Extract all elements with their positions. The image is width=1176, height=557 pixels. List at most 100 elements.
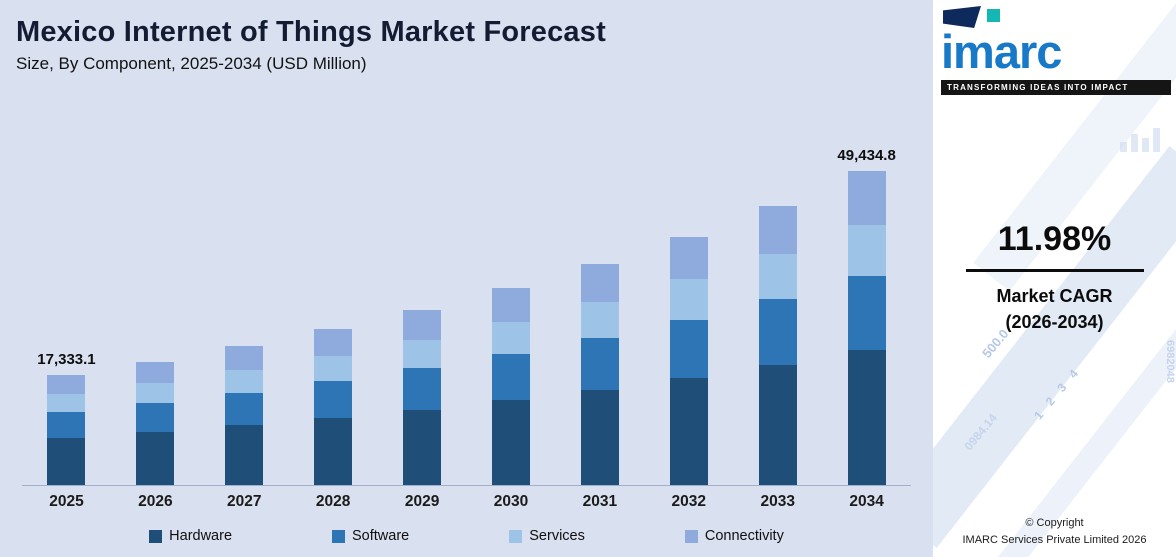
legend-label-services: Services (529, 528, 585, 544)
segment-services-2027 (225, 370, 264, 393)
legend-label-connectivity: Connectivity (704, 528, 784, 544)
stacked-bar-2029 (403, 309, 442, 485)
bar-group-2025: 17,333.1 (22, 156, 111, 485)
legend-item-hardware: Hardware (149, 528, 232, 544)
segment-hardware-2025 (47, 437, 86, 485)
segment-services-2034 (847, 225, 886, 277)
x-axis-labels: 2025 2026 2027 2028 2029 2030 2031 2032 2033 2034 (22, 493, 911, 511)
decorative-bar-chart-icon (1120, 128, 1160, 152)
decorative-band (933, 146, 1176, 548)
stacked-bar-2030 (491, 288, 530, 485)
bar-group-2029 (378, 156, 467, 485)
x-axis-label-2029: 2029 (404, 493, 440, 510)
segment-software-2030 (491, 354, 530, 401)
legend-swatch-services (509, 529, 523, 543)
bar-group-2028 (289, 156, 378, 485)
logo-teal-square-icon (987, 9, 1000, 22)
segment-services-2025 (47, 394, 86, 412)
cagr-block: 11.98% Market CAGR (2026-2034) (933, 220, 1176, 333)
stacked-bar-2031 (580, 263, 619, 485)
stacked-bar-2034 (847, 171, 886, 485)
legend-label-hardware: Hardware (169, 528, 233, 544)
segment-hardware-2030 (491, 400, 530, 485)
x-axis-label-2034: 2034 (849, 493, 884, 510)
segment-connectivity-2025 (47, 375, 86, 395)
segment-software-2031 (580, 337, 619, 390)
segment-connectivity-2029 (403, 309, 442, 340)
legend-item-connectivity: Connectivity (684, 528, 784, 544)
stacked-bar-2033 (758, 205, 797, 485)
legend-swatch-connectivity (684, 529, 698, 543)
cagr-label-line2: (2026-2034) (1005, 312, 1104, 332)
segment-services-2031 (580, 301, 619, 338)
stacked-bar-2032 (669, 236, 708, 485)
imarc-logo-mark-icon (941, 6, 1171, 30)
bar-value-label-2025: 17,333.1 (37, 351, 96, 369)
bar-group-2030 (467, 156, 556, 485)
x-axis-label-2025: 2025 (49, 493, 84, 510)
segment-hardware-2028 (314, 417, 353, 485)
copyright-line2: IMARC Services Private Limited 2026 (962, 533, 1147, 546)
cagr-divider (965, 269, 1144, 272)
segment-hardware-2033 (758, 364, 797, 485)
segment-services-2033 (758, 253, 797, 300)
bar-group-2027 (200, 156, 289, 485)
imarc-logo: imarc TRANSFORMING IDEAS INTO IMPACT (941, 6, 1171, 96)
segment-software-2033 (758, 299, 797, 365)
legend-swatch-software (332, 529, 346, 543)
cagr-label-line1: Market CAGR (996, 286, 1113, 306)
copyright: © Copyright IMARC Services Private Limit… (933, 515, 1176, 548)
x-axis-label-2033: 2033 (760, 493, 795, 510)
chart-title: Mexico Internet of Things Market Forecas… (16, 16, 606, 48)
x-axis-label-2032: 2032 (671, 493, 707, 510)
bar-group-2026 (111, 156, 200, 485)
segment-hardware-2026 (136, 431, 175, 485)
legend-item-software: Software (332, 528, 409, 544)
chart-subtitle: Size, By Component, 2025-2034 (USD Milli… (16, 54, 367, 73)
segment-software-2026 (136, 402, 175, 432)
segment-software-2029 (403, 368, 442, 410)
legend-item-services: Services (509, 528, 585, 544)
segment-connectivity-2027 (225, 346, 264, 371)
segment-connectivity-2031 (580, 263, 619, 302)
imarc-logo-text: imarc (941, 25, 1062, 78)
segment-connectivity-2033 (758, 205, 797, 254)
brand-sidebar: 500.0 1 2 3 4 6982048 0984.14 imarc TRAN… (933, 0, 1176, 557)
segment-software-2025 (47, 411, 86, 438)
segment-software-2032 (669, 319, 708, 379)
decorative-number: 6982048 (1164, 340, 1176, 383)
segment-software-2028 (314, 381, 353, 418)
decorative-number: 1 2 3 4 (1031, 363, 1084, 423)
chart-panel: Mexico Internet of Things Market Forecas… (0, 0, 933, 557)
bar-group-2033 (733, 156, 822, 485)
stacked-bar-2027 (225, 346, 264, 485)
legend-label-software: Software (352, 528, 410, 544)
segment-connectivity-2030 (491, 288, 530, 322)
cagr-value: 11.98% (997, 220, 1112, 258)
bar-group-2032 (644, 156, 733, 485)
segment-hardware-2029 (403, 409, 442, 485)
x-axis-label-2027: 2027 (227, 493, 262, 510)
legend-swatch-hardware (149, 529, 163, 543)
legend: Hardware Software Services Connectivity (0, 528, 933, 544)
segment-services-2026 (136, 382, 175, 403)
x-axis-label-2031: 2031 (582, 493, 618, 510)
segment-connectivity-2032 (669, 236, 708, 280)
stacked-bar-2026 (136, 361, 175, 485)
segment-software-2034 (847, 276, 886, 351)
segment-connectivity-2028 (314, 329, 353, 356)
imarc-tagline: TRANSFORMING IDEAS INTO IMPACT (941, 80, 1171, 96)
x-axis-label-2026: 2026 (138, 493, 173, 510)
bar-value-label-2034: 49,434.8 (837, 147, 896, 165)
segment-connectivity-2034 (847, 171, 886, 226)
logo-navy-ribbon-icon (943, 6, 981, 28)
decorative-number: 0984.14 (961, 410, 1001, 454)
x-axis-label-2028: 2028 (315, 493, 351, 510)
segment-hardware-2032 (669, 378, 708, 485)
x-axis-label-2030: 2030 (493, 493, 529, 510)
segment-services-2030 (491, 321, 530, 355)
plot-area: 17,333.1 49,434.8 (22, 147, 911, 486)
segment-connectivity-2026 (136, 361, 175, 383)
stacked-bar-2025 (47, 375, 86, 485)
segment-services-2032 (669, 279, 708, 320)
